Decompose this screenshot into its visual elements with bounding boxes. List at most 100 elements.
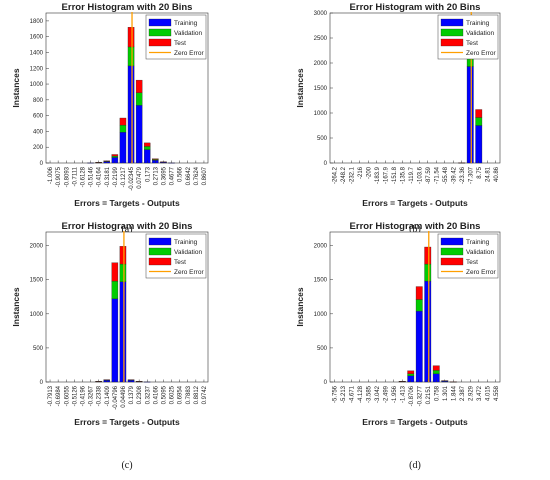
bar-validation-8 [112,281,118,299]
y-tick-label: 1500 [314,86,328,92]
legend-label: Training [466,20,490,27]
bar-test-11 [425,247,431,264]
legend-label: Validation [466,249,494,256]
panel-caption: (c) [121,460,132,471]
x-tick-label: -119.7 [409,166,415,183]
x-tick-label: -3.585 [366,385,372,403]
x-tick-label: -0.4196 [80,385,86,406]
bar-validation-9 [120,264,126,282]
x-tick-label: -7.307 [468,166,474,184]
bar-training-10 [416,311,422,382]
bar-training-9 [120,132,126,163]
x-tick-label: 1.301 [443,385,449,401]
x-axis-label: Errors = Targets - Outputs [362,417,468,427]
bar-training-10 [128,66,134,163]
bar-test-17 [476,110,482,118]
x-tick-label: -4.671 [349,385,355,403]
x-tick-label: -135.8 [400,166,406,184]
y-tick-label: 1800 [30,19,44,25]
legend-swatch-training [149,238,171,245]
panel-caption: (d) [409,460,421,471]
x-tick-label: -0.8093 [64,166,70,187]
x-tick-label: -3.042 [375,385,381,403]
y-tick-label: 1000 [30,82,44,88]
x-tick-label: -2.499 [383,385,389,403]
x-tick-label: -0.3181 [105,166,111,187]
y-tick-label: 1500 [30,278,44,284]
x-tick-label: 0.2151 [426,385,432,404]
bar-validation-10 [416,300,422,312]
legend-swatch-validation [149,29,171,36]
legend-label: Training [466,239,490,246]
chart-title: Error Histogram with 20 Bins [350,2,481,13]
x-tick-label: 40.86 [494,166,500,182]
bar-test-10 [128,27,134,47]
x-tick-label: 0.7883 [186,385,192,404]
x-tick-label: -103.6 [417,166,423,184]
y-axis-label: Instances [295,287,305,326]
x-tick-label: 0.6642 [186,166,192,185]
bar-test-12 [433,366,439,371]
legend-label: Training [174,239,198,246]
legend-label: Test [466,259,478,266]
legend-swatch-test [149,39,171,46]
x-tick-label: -1.413 [400,385,406,403]
y-tick-label: 500 [317,346,328,352]
x-tick-label: 0.07479 [137,166,143,188]
x-tick-label: 0.2308 [137,385,143,404]
x-tick-label: -0.8706 [409,385,415,406]
legend-swatch-test [149,258,171,265]
x-tick-label: 0.3695 [161,166,167,185]
bar-test-8 [112,263,118,281]
x-tick-label: 0.8812 [194,385,200,404]
x-tick-label: 0.6025 [170,385,176,404]
legend-label: Zero Error [466,269,496,276]
bar-training-9 [120,282,126,382]
x-tick-label: -0.3277 [417,385,423,406]
x-tick-label: -4.128 [358,385,364,403]
x-tick-label: -0.7111 [72,166,78,186]
y-tick-label: 1000 [314,111,328,117]
x-tick-label: 0.7624 [194,166,200,185]
x-tick-label: -0.6128 [80,166,86,187]
x-tick-label: -0.6055 [64,385,70,406]
x-tick-label: 0.6954 [178,385,184,404]
x-tick-label: 0.566 [178,166,184,182]
x-tick-label: 4.558 [494,385,500,401]
bar-test-9 [120,118,126,125]
x-tick-label: -167.9 [383,166,389,184]
x-tick-label: -248.2 [341,166,347,184]
x-tick-label: 2.929 [468,385,474,401]
x-tick-label: -23.36 [460,166,466,184]
bar-test-10 [416,287,422,300]
chart-title: Error Histogram with 20 Bins [62,221,193,232]
bar-test-8 [112,154,118,156]
y-tick-label: 1500 [314,278,328,284]
bar-validation-10 [128,47,134,66]
x-tick-label: -1.006 [48,166,54,184]
x-tick-label: -0.6984 [56,385,62,406]
x-tick-label: 0.173 [145,166,151,182]
bar-training-17 [476,126,482,164]
x-tick-label: -5.213 [341,385,347,403]
histogram-panel-c: Error Histogram with 20 Bins050010001500… [11,221,208,471]
y-tick-label: 200 [33,145,44,151]
x-tick-label: -216 [358,166,364,179]
histogram-panel-d: Error Histogram with 20 Bins050010001500… [295,221,500,471]
bar-test-11 [136,80,142,93]
legend-label: Test [466,40,478,47]
bar-test-9 [408,371,414,374]
legend-swatch-validation [441,248,463,255]
bar-test-13 [152,159,158,160]
y-tick-label: 0 [40,380,44,386]
y-tick-label: 1400 [30,50,44,56]
legend-swatch-training [441,238,463,245]
legend-swatch-test [441,39,463,46]
x-tick-label: -5.756 [332,385,338,403]
x-tick-label: -200 [366,166,372,179]
y-tick-label: 2000 [314,61,328,67]
x-tick-label: -0.04796 [113,385,119,409]
legend: Training Validation Test Zero Error [438,234,498,278]
y-tick-label: 0 [324,161,328,167]
